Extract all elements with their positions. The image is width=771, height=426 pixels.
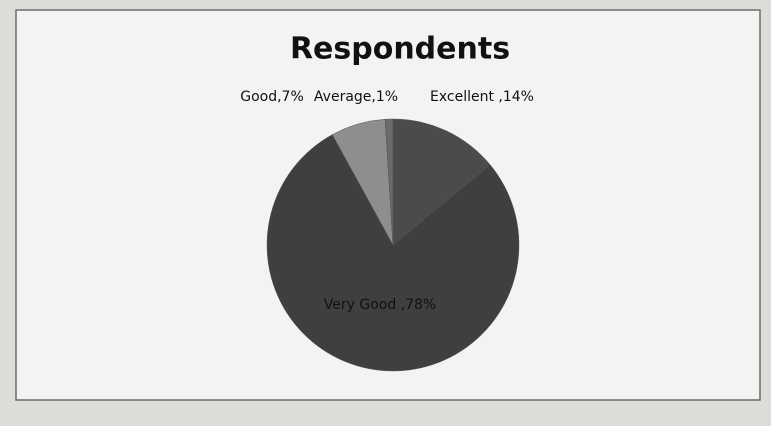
chart-title: Respondents bbox=[290, 32, 510, 67]
pie-slice bbox=[266, 134, 520, 372]
data-label: Average,1% bbox=[314, 89, 398, 105]
pie-slice bbox=[384, 118, 394, 246]
pie-slice bbox=[392, 118, 491, 246]
data-label: Excellent ,14% bbox=[430, 89, 534, 105]
data-label: Good,7% bbox=[240, 89, 304, 105]
data-label: Very Good ,78% bbox=[324, 297, 436, 313]
